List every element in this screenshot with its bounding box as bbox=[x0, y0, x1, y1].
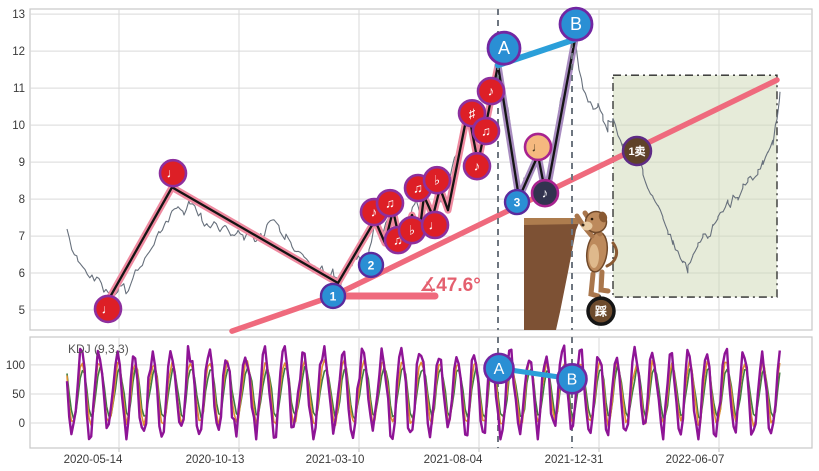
wave-marker-3[interactable] bbox=[503, 188, 531, 216]
wave-marker-label: 1 bbox=[330, 289, 337, 303]
note-marker-glyph: ♯ bbox=[469, 106, 476, 121]
y-tick-label: 12 bbox=[12, 46, 25, 58]
note-marker[interactable] bbox=[158, 158, 188, 188]
x-tick-label: 2021-08-04 bbox=[424, 454, 483, 466]
step-marker[interactable] bbox=[586, 296, 616, 326]
wave-marker-label: 2 bbox=[368, 258, 375, 272]
monkey-leg bbox=[598, 269, 611, 294]
monkey-ear bbox=[598, 211, 608, 223]
kdj-panel-border bbox=[29, 336, 813, 449]
marker-label: B bbox=[570, 14, 582, 34]
note-marker-glyph: ♪ bbox=[488, 84, 495, 99]
note-marker-glyph: ♪ bbox=[371, 205, 378, 220]
note-marker[interactable] bbox=[375, 188, 405, 218]
note-marker-glyph: ♭ bbox=[434, 173, 440, 188]
sell-signal-label: 1卖 bbox=[628, 144, 645, 158]
kdj-marker-a[interactable] bbox=[483, 352, 515, 385]
wave-marker-2[interactable] bbox=[357, 251, 385, 279]
sell-signal-marker[interactable] bbox=[621, 135, 653, 167]
price-line bbox=[66, 37, 781, 298]
main-panel-border bbox=[29, 8, 813, 331]
marker-b[interactable] bbox=[558, 6, 594, 42]
note-marker-glyph: ♭ bbox=[409, 223, 415, 238]
y-tick-label: 7 bbox=[19, 231, 25, 243]
step-marker-label: 踩 bbox=[595, 305, 607, 319]
y-tick-label: 5 bbox=[19, 305, 25, 317]
wave-marker-1[interactable] bbox=[319, 282, 347, 310]
kdj-marker-label: B bbox=[567, 371, 578, 388]
note-marker[interactable] bbox=[420, 210, 450, 240]
wave-marker-label: 3 bbox=[514, 196, 521, 210]
kdj-marker-label: A bbox=[494, 361, 505, 378]
y-tick-label: 0 bbox=[19, 418, 25, 430]
x-tick-label: 2021-03-10 bbox=[306, 454, 365, 466]
note-marker-glyph: ♫ bbox=[385, 196, 395, 211]
note-marker[interactable] bbox=[471, 116, 501, 146]
y-tick-label: 6 bbox=[19, 268, 25, 280]
y-tick-label: 11 bbox=[13, 83, 25, 95]
kdj-marker-b[interactable] bbox=[556, 363, 588, 395]
monkey-tail bbox=[605, 241, 619, 268]
x-tick-label: 2021-12-31 bbox=[545, 454, 604, 466]
cliff-top-edge bbox=[524, 218, 581, 225]
note-marker-glyph: ♫ bbox=[481, 124, 491, 139]
kdj-label: KDJ (9,3,3) bbox=[68, 342, 129, 356]
monkey-belly bbox=[589, 244, 599, 268]
note-marker-glyph: ♪ bbox=[542, 186, 549, 201]
kdj-j-line bbox=[65, 344, 781, 441]
note-marker[interactable] bbox=[476, 76, 506, 106]
cliff-illustration bbox=[524, 218, 581, 330]
monkey-leg bbox=[588, 271, 601, 299]
note-marker-glyph: ♩ bbox=[429, 217, 442, 232]
monkey-snout bbox=[581, 221, 593, 231]
note-marker[interactable] bbox=[93, 294, 123, 324]
note-marker[interactable] bbox=[462, 151, 492, 181]
y-tick-label: 100 bbox=[6, 360, 25, 372]
monkey-illustration bbox=[574, 210, 619, 299]
note-marker[interactable] bbox=[530, 178, 560, 208]
y-tick-label: 8 bbox=[19, 194, 25, 206]
x-tick-label: 2020-05-14 bbox=[64, 454, 123, 466]
angle-label: ∡47.6° bbox=[419, 275, 481, 296]
note-marker[interactable] bbox=[523, 132, 553, 162]
note-marker-glyph: ♪ bbox=[474, 159, 481, 174]
x-tick-label: 2020-10-13 bbox=[186, 454, 245, 466]
forecast-box[interactable] bbox=[612, 74, 778, 298]
note-marker-glyph: ♩ bbox=[102, 301, 115, 316]
y-tick-label: 9 bbox=[19, 157, 25, 169]
note-marker[interactable] bbox=[422, 165, 452, 195]
note-marker-glyph: ♫ bbox=[393, 233, 403, 248]
monkey-eye bbox=[590, 217, 594, 221]
y-tick-label: 10 bbox=[12, 120, 25, 132]
y-tick-label: 13 bbox=[12, 9, 25, 21]
x-tick-label: 2022-06-07 bbox=[666, 454, 725, 466]
note-marker-glyph: ♩ bbox=[532, 139, 545, 154]
note-marker-glyph: ♩ bbox=[167, 166, 180, 181]
note-marker-glyph: ♫ bbox=[413, 180, 423, 195]
marker-a[interactable] bbox=[486, 30, 522, 66]
marker-label: A bbox=[498, 38, 510, 58]
monkey-nose bbox=[581, 223, 585, 227]
y-tick-label: 50 bbox=[12, 389, 25, 401]
